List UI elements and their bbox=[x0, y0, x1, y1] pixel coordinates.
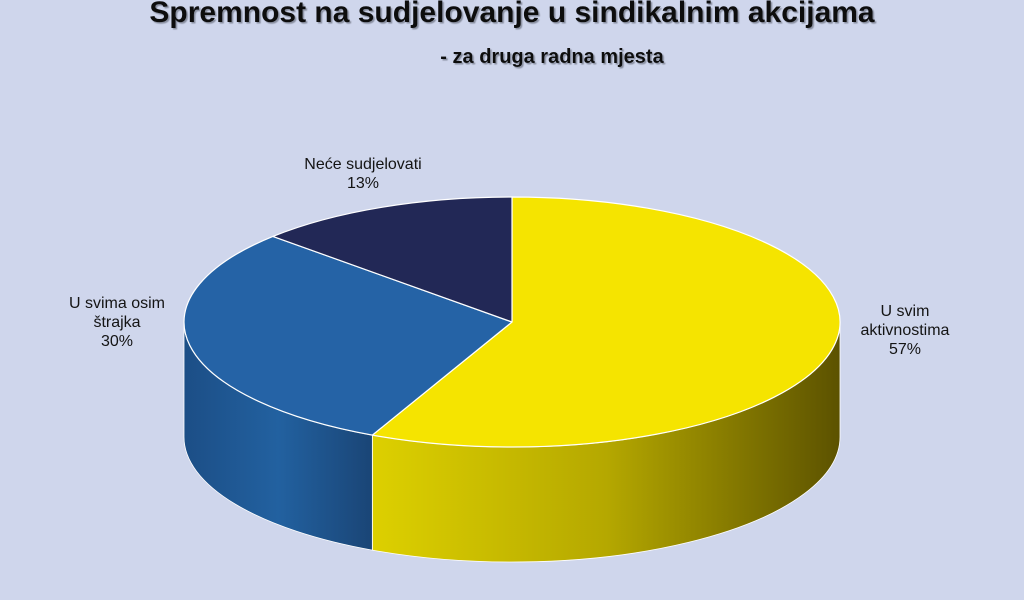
slice-label-3: Neće sudjelovati 13% bbox=[304, 156, 421, 192]
pie-slice-2 bbox=[183, 235, 513, 436]
pie-slice-1 bbox=[371, 196, 841, 448]
slice-category-label: aktivnostima bbox=[861, 322, 950, 339]
slice-label-2: U svima osim štrajka 30% bbox=[69, 295, 165, 350]
pie-slice-3 bbox=[272, 196, 513, 323]
slice-category-label: U svima osim bbox=[69, 295, 165, 312]
pie-labels: U svim aktivnostima 57% U svima osim štrajka… bbox=[69, 156, 950, 358]
slice-value-label: 30% bbox=[101, 333, 133, 350]
slice-category-label: štrajka bbox=[93, 314, 140, 331]
pie-slices bbox=[183, 196, 841, 563]
slice-value-label: 57% bbox=[889, 341, 921, 358]
slice-label-1: U svim aktivnostima 57% bbox=[861, 303, 950, 358]
slice-category-label: U svim bbox=[881, 303, 930, 320]
chart-subtitle: - za druga radna mjesta bbox=[440, 46, 664, 68]
chart-title: Spremnost na sudjelovanje u sindikalnim … bbox=[149, 0, 875, 29]
slice-category-label: Neće sudjelovati bbox=[304, 156, 421, 173]
slice-value-label: 13% bbox=[347, 175, 379, 192]
